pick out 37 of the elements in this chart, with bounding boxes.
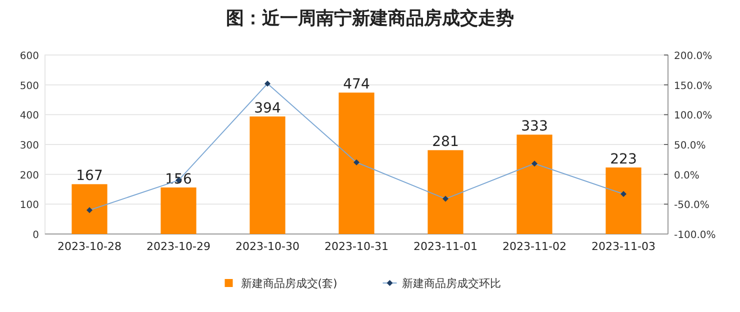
x-tick-label: 2023-11-01 bbox=[414, 240, 478, 253]
bar bbox=[516, 134, 552, 234]
y2-tick-label: 100.0% bbox=[674, 110, 712, 122]
x-tick-label: 2023-11-03 bbox=[592, 240, 656, 253]
data-label: 223 bbox=[610, 151, 637, 168]
bar bbox=[338, 92, 374, 234]
legend-label: 新建商品房成交(套) bbox=[240, 277, 338, 290]
y2-tick-label: 200.0% bbox=[674, 51, 712, 62]
y-tick-label: 0 bbox=[32, 230, 39, 241]
y2-tick-label: -50.0% bbox=[674, 200, 710, 212]
data-label: 474 bbox=[343, 76, 370, 93]
bar bbox=[250, 116, 286, 234]
x-tick-label: 2023-11-02 bbox=[502, 240, 566, 253]
y-tick-label: 400 bbox=[20, 110, 39, 122]
bar bbox=[428, 150, 464, 234]
bar bbox=[606, 167, 642, 234]
y2-tick-label: 150.0% bbox=[674, 80, 712, 92]
bar bbox=[72, 184, 108, 234]
y2-tick-label: -100.0% bbox=[674, 230, 716, 241]
chart-title: 图：近一周南宁新建商品房成交走势 bbox=[226, 8, 514, 29]
data-label: 333 bbox=[521, 118, 548, 135]
data-label: 167 bbox=[76, 168, 103, 184]
y-tick-label: 600 bbox=[20, 51, 39, 62]
x-tick-label: 2023-10-28 bbox=[58, 240, 122, 253]
x-tick-label: 2023-10-29 bbox=[146, 240, 210, 253]
bar bbox=[160, 187, 196, 234]
x-tick-label: 2023-10-30 bbox=[236, 240, 300, 253]
x-tick-label: 2023-10-31 bbox=[324, 240, 388, 253]
y2-tick-label: 0.0% bbox=[674, 170, 700, 182]
data-label: 394 bbox=[254, 100, 281, 116]
legend-label: 新建商品房成交环比 bbox=[402, 277, 501, 290]
y-tick-label: 500 bbox=[20, 80, 39, 92]
y-tick-label: 200 bbox=[20, 170, 39, 182]
y2-tick-label: 50.0% bbox=[674, 140, 706, 152]
data-label: 281 bbox=[432, 134, 459, 150]
y-tick-label: 300 bbox=[20, 140, 39, 152]
y-tick-label: 100 bbox=[20, 200, 39, 212]
